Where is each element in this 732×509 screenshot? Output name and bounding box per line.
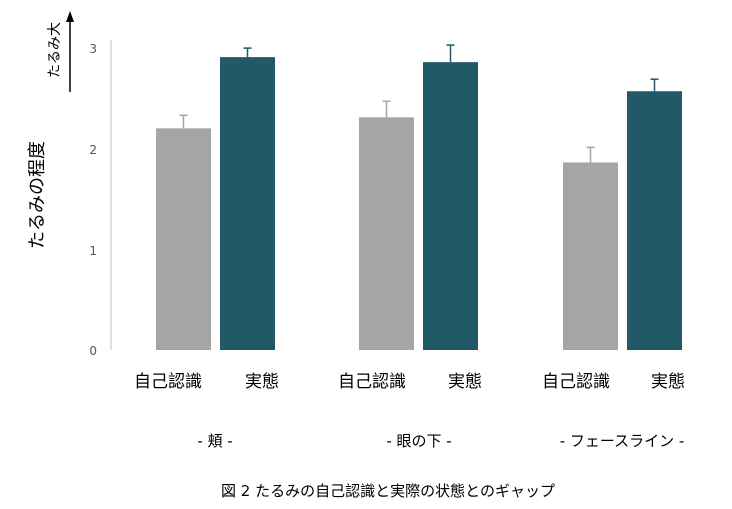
bar-label-g1-s0: 自己認識 bbox=[338, 372, 406, 392]
y-arrow-label: たるみ大 bbox=[47, 22, 63, 78]
figure-caption: 図 2 たるみの自己認識と実際の状態とのギャップ bbox=[221, 482, 555, 500]
bar-g1-s1 bbox=[423, 62, 478, 350]
group-label-faceline: - フェースライン - bbox=[560, 432, 685, 450]
bar-g2-s0 bbox=[563, 162, 618, 350]
group-label-under-eye: - 眼の下 - bbox=[386, 432, 451, 450]
y-axis-label: たるみの程度 bbox=[27, 141, 48, 249]
bar-label-g1-s1: 実態 bbox=[448, 372, 482, 392]
bar-label-g0-s0: 自己認識 bbox=[134, 372, 202, 392]
group-label-cheek: - 頬 - bbox=[197, 432, 232, 450]
bar-label-g0-s1: 実態 bbox=[245, 372, 279, 392]
y-tick-0: 0 bbox=[89, 344, 97, 358]
bars-group bbox=[156, 44, 682, 351]
y-tick-1: 1 bbox=[89, 244, 97, 258]
bar-label-g2-s1: 実態 bbox=[651, 372, 685, 392]
bar-label-g2-s0: 自己認識 bbox=[542, 372, 610, 392]
bar-g1-s0 bbox=[359, 117, 414, 350]
y-tick-3: 3 bbox=[89, 42, 97, 56]
bar-g0-s0 bbox=[156, 128, 211, 350]
bar-g0-s1 bbox=[220, 57, 275, 351]
y-arrow-head bbox=[66, 11, 74, 22]
y-tick-2: 2 bbox=[89, 143, 97, 157]
bar-g2-s1 bbox=[627, 91, 682, 350]
